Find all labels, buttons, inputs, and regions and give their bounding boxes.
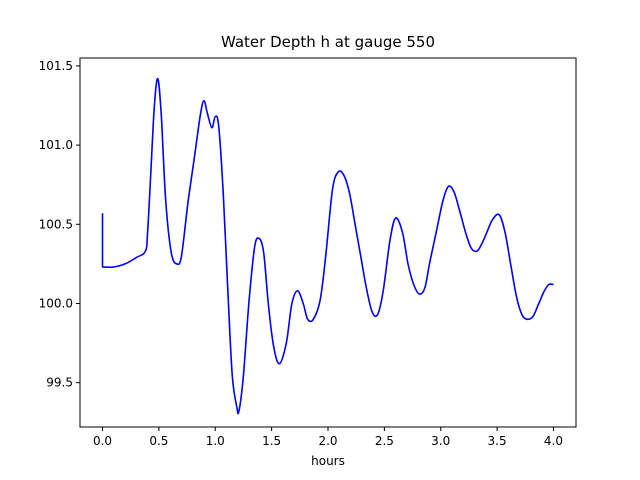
x-tick-label: 3.5 [488,434,507,448]
x-tick-label: 4.0 [544,434,563,448]
y-axis: 99.5 100.0 100.5 101.0 101.5 [39,59,80,390]
y-tick-label: 101.0 [39,138,73,152]
x-axis-label: hours [311,454,345,468]
x-tick-label: 1.0 [206,434,225,448]
series-line-0 [101,77,554,415]
y-tick-label: 101.5 [39,59,73,73]
x-tick-label: 2.0 [318,434,337,448]
y-tick-label: 99.5 [46,376,73,390]
x-tick-label: 0.5 [149,434,168,448]
chart-title: Water Depth h at gauge 550 [220,33,436,51]
y-tick-label: 100.0 [39,296,73,310]
plot-frame [79,57,577,428]
x-tick-label: 3.0 [431,434,450,448]
x-tick-label: 0.0 [93,434,112,448]
series-lines [101,77,554,415]
x-axis: 0.0 0.5 1.0 1.5 2.0 2.5 3.0 3.5 4.0 [93,427,563,448]
x-tick-label: 1.5 [262,434,281,448]
x-tick-label: 2.5 [375,434,394,448]
y-tick-label: 100.5 [39,217,73,231]
